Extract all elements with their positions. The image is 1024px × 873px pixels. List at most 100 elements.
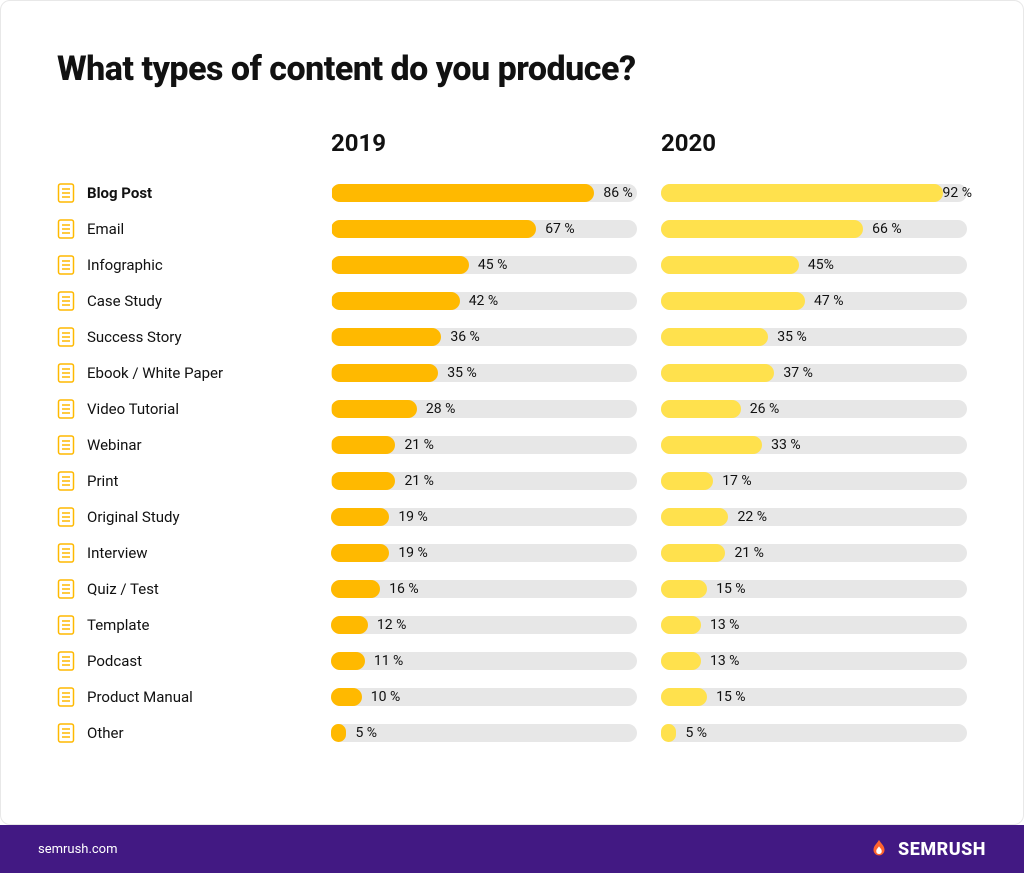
- bar-value-label: 67 %: [545, 221, 574, 237]
- category-label: Original Study: [87, 508, 180, 526]
- document-icon: [57, 723, 75, 743]
- bar-fill-2019: [331, 364, 438, 382]
- bar-value-label: 5 %: [685, 725, 707, 741]
- bar-fill-2019: [331, 256, 469, 274]
- bar-track: 16 %: [331, 580, 637, 598]
- document-icon: [57, 471, 75, 491]
- document-icon: [57, 651, 75, 671]
- category-label: Ebook / White Paper: [87, 364, 223, 382]
- bar-value-label: 19 %: [398, 545, 427, 561]
- category-label-cell: Infographic: [57, 247, 307, 283]
- bar-cell-2019: 19 %: [331, 535, 637, 571]
- chart-grid: 2019 2020 Blog Post 86 % 92 % Email 67 %: [57, 129, 967, 751]
- bar-fill-2020: [661, 616, 701, 634]
- bar-cell-2019: 19 %: [331, 499, 637, 535]
- category-label: Product Manual: [87, 688, 193, 706]
- bar-fill-2020: [661, 184, 943, 202]
- bar-fill-2020: [661, 544, 725, 562]
- bar-value-label: 15 %: [716, 689, 745, 705]
- bar-value-label: 21 %: [404, 437, 433, 453]
- bar-cell-2020: 37 %: [661, 355, 967, 391]
- bar-value-label: 16 %: [389, 581, 418, 597]
- category-label-cell: Email: [57, 211, 307, 247]
- bar-value-label: 13 %: [710, 653, 739, 669]
- bar-cell-2019: 35 %: [331, 355, 637, 391]
- bar-value-label: 66 %: [872, 221, 901, 237]
- bar-cell-2019: 10 %: [331, 679, 637, 715]
- bar-track: 66 %: [661, 220, 967, 238]
- footer-site: semrush.com: [38, 842, 118, 857]
- category-label: Quiz / Test: [87, 580, 159, 598]
- bar-fill-2020: [661, 400, 741, 418]
- document-icon: [57, 255, 75, 275]
- footer-bar: semrush.com SEMRUSH: [0, 825, 1024, 873]
- bar-track: 35 %: [661, 328, 967, 346]
- bar-value-label: 36 %: [450, 329, 479, 345]
- category-label: Blog Post: [87, 184, 152, 202]
- bar-cell-2020: 22 %: [661, 499, 967, 535]
- bar-track: 12 %: [331, 616, 637, 634]
- bar-value-label: 11 %: [374, 653, 403, 669]
- bar-cell-2020: 5 %: [661, 715, 967, 751]
- bar-cell-2020: 15 %: [661, 571, 967, 607]
- bar-track: 21 %: [331, 472, 637, 490]
- document-icon: [57, 435, 75, 455]
- document-icon: [57, 507, 75, 527]
- category-label-cell: Blog Post: [57, 175, 307, 211]
- document-icon: [57, 291, 75, 311]
- document-icon: [57, 327, 75, 347]
- bar-cell-2019: 67 %: [331, 211, 637, 247]
- bar-cell-2019: 28 %: [331, 391, 637, 427]
- category-label-cell: Podcast: [57, 643, 307, 679]
- bar-fill-2019: [331, 616, 368, 634]
- category-label-cell: Success Story: [57, 319, 307, 355]
- category-label-cell: Interview: [57, 535, 307, 571]
- bar-value-label: 45%: [808, 257, 834, 273]
- bar-cell-2020: 13 %: [661, 607, 967, 643]
- category-label: Case Study: [87, 292, 162, 310]
- category-label-cell: Template: [57, 607, 307, 643]
- bar-track: 47 %: [661, 292, 967, 310]
- category-label-cell: Quiz / Test: [57, 571, 307, 607]
- category-label: Webinar: [87, 436, 142, 454]
- bar-track: 26 %: [661, 400, 967, 418]
- bar-cell-2019: 21 %: [331, 463, 637, 499]
- bar-track: 36 %: [331, 328, 637, 346]
- category-label-cell: Product Manual: [57, 679, 307, 715]
- bar-track: 33 %: [661, 436, 967, 454]
- year-header-2019: 2019: [331, 129, 637, 157]
- bar-track: 45%: [661, 256, 967, 274]
- document-icon: [57, 543, 75, 563]
- bar-fill-2020: [661, 220, 863, 238]
- bar-fill-2020: [661, 688, 707, 706]
- bar-cell-2020: 45%: [661, 247, 967, 283]
- bar-cell-2020: 92 %: [661, 175, 967, 211]
- bar-cell-2019: 42 %: [331, 283, 637, 319]
- bar-value-label: 19 %: [398, 509, 427, 525]
- bar-track: 15 %: [661, 688, 967, 706]
- bar-value-label: 17 %: [722, 473, 751, 489]
- bar-value-label: 15 %: [716, 581, 745, 597]
- bar-fill-2019: [331, 184, 594, 202]
- bar-cell-2019: 16 %: [331, 571, 637, 607]
- bar-value-label: 12 %: [377, 617, 406, 633]
- chart-title: What types of content do you produce?: [57, 49, 967, 89]
- bar-fill-2020: [661, 724, 676, 742]
- category-label: Template: [87, 616, 149, 634]
- bar-track: 5 %: [331, 724, 637, 742]
- bar-cell-2019: 45 %: [331, 247, 637, 283]
- bar-cell-2020: 13 %: [661, 643, 967, 679]
- bar-track: 35 %: [331, 364, 637, 382]
- category-label-cell: Other: [57, 715, 307, 751]
- bar-fill-2019: [331, 220, 536, 238]
- bar-track: 17 %: [661, 472, 967, 490]
- flame-icon: [868, 838, 890, 860]
- bar-track: 67 %: [331, 220, 637, 238]
- bar-value-label: 47 %: [814, 293, 843, 309]
- category-label: Print: [87, 472, 118, 490]
- bar-value-label: 35 %: [447, 365, 476, 381]
- chart-card: What types of content do you produce? 20…: [0, 0, 1024, 825]
- bar-value-label: 33 %: [771, 437, 800, 453]
- category-label: Other: [87, 724, 124, 742]
- category-label: Interview: [87, 544, 148, 562]
